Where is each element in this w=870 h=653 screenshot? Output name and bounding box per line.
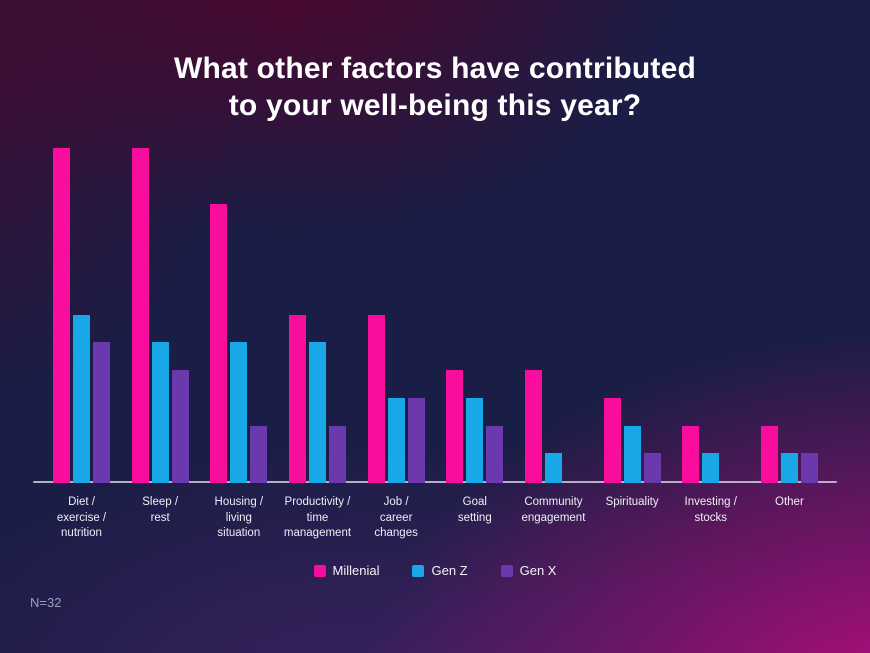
x-axis-label: Other — [775, 496, 804, 508]
bar-gen-z — [151, 342, 169, 483]
bar-gen-z — [780, 453, 798, 483]
bar-group — [446, 370, 504, 483]
bar-gen-z — [230, 342, 248, 483]
legend-swatch-icon — [412, 564, 425, 577]
x-axis-label: Job / career changes — [374, 496, 418, 539]
x-axis-label: Housing / living situation — [214, 496, 264, 539]
bar-gen-x — [407, 397, 425, 483]
chart-title-line1: What other factors have contributed — [173, 52, 697, 85]
bar-gen-z — [702, 453, 720, 483]
bar-gen-x — [800, 453, 818, 483]
legend-item-millenial: Millenial — [313, 563, 380, 578]
bar-gen-z — [466, 397, 484, 483]
legend-swatch-icon — [500, 564, 513, 577]
bar-group — [682, 425, 739, 483]
bar-group — [367, 314, 425, 483]
x-axis-label: Goal setting — [457, 496, 492, 524]
bar-millenial — [53, 148, 70, 483]
x-axis-label: Diet / exercise / nutrition — [56, 496, 107, 539]
sample-size-note: N=32 — [30, 595, 62, 610]
bar-gen-x — [486, 425, 504, 483]
bar-gen-z — [544, 453, 562, 483]
bars-row — [53, 148, 818, 483]
bar-gen-x — [250, 425, 268, 483]
bar-gen-x — [643, 453, 661, 483]
bar-millenial — [131, 148, 149, 483]
bar-group — [524, 370, 582, 483]
bar-chart: Diet / exercise / nutrition Sleep / rest Hous… — [33, 148, 837, 542]
chart-title-line2: to your well-being this year? — [228, 89, 642, 122]
bar-gen-x — [328, 425, 346, 483]
bar-gen-x — [93, 342, 110, 483]
bar-gen-z — [308, 342, 326, 483]
bar-millenial — [288, 314, 306, 483]
bar-millenial — [603, 397, 621, 483]
bar-millenial — [446, 370, 464, 483]
legend-swatch-icon — [313, 564, 326, 577]
bar-millenial — [682, 425, 700, 483]
bar-group — [210, 203, 268, 483]
bar-gen-z — [623, 425, 641, 483]
bar-gen-z — [73, 314, 90, 483]
bar-group — [131, 148, 189, 483]
bar-millenial — [760, 425, 778, 483]
legend: Millenial Gen Z Gen X — [0, 563, 870, 578]
x-axis-line — [33, 481, 837, 483]
x-axis-label: Sleep / rest — [142, 496, 179, 524]
chart-title: What other factors have contributed to y… — [0, 50, 870, 124]
x-axis-label: Investing / stocks — [684, 496, 737, 524]
x-axis-label: Community engagement — [521, 496, 586, 524]
legend-label: Gen Z — [431, 563, 468, 578]
legend-item-gen-x: Gen X — [500, 563, 557, 578]
legend-label: Millenial — [332, 563, 380, 578]
bar-gen-x — [171, 370, 189, 483]
x-axis-label: Productivity / time management — [283, 496, 352, 539]
legend-item-gen-z: Gen Z — [412, 563, 468, 578]
bar-group — [288, 314, 346, 483]
bar-group — [603, 397, 661, 483]
bar-millenial — [367, 314, 385, 483]
bar-gen-z — [387, 397, 405, 483]
x-axis-labels: Diet / exercise / nutrition Sleep / rest Hous… — [53, 495, 818, 542]
bar-millenial — [524, 370, 542, 483]
x-axis-label: Spirituality — [605, 496, 659, 508]
bar-millenial — [210, 203, 228, 483]
legend-label: Gen X — [519, 563, 557, 578]
bar-group — [53, 148, 110, 483]
bar-group — [760, 425, 818, 483]
plot-area — [33, 148, 837, 483]
